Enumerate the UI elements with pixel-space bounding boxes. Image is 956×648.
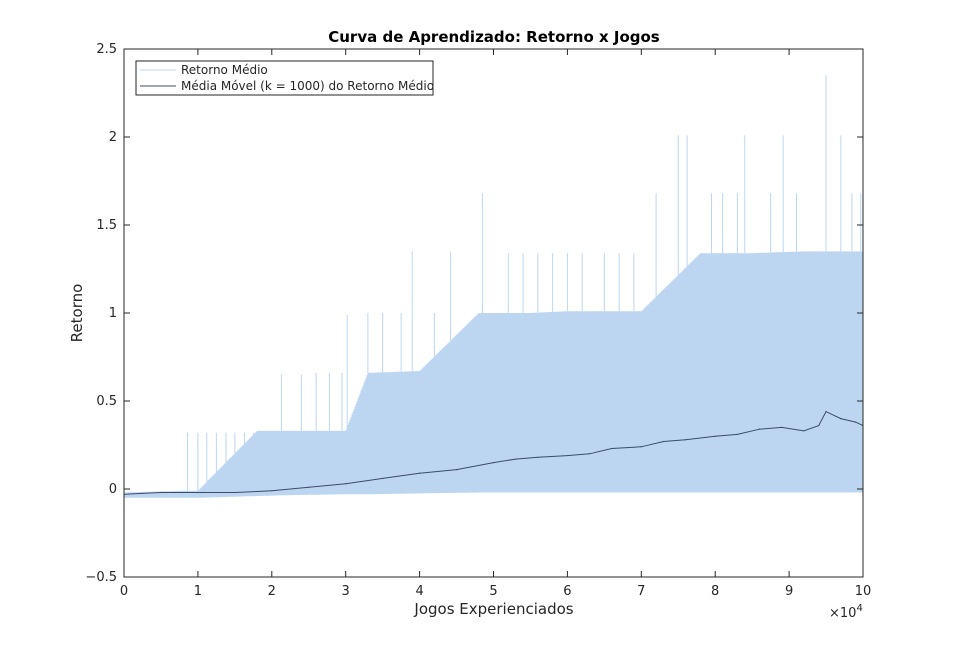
x-tick-label: 0: [120, 584, 128, 599]
series-retorno-medio-band: [124, 251, 863, 498]
media-movel-point: [515, 458, 517, 460]
legend-entry-label: Retorno Médio: [181, 63, 268, 77]
x-tick-label: 1: [194, 584, 202, 599]
media-movel-point: [382, 477, 384, 480]
media-movel-point: [537, 456, 539, 458]
media-movel-point: [781, 426, 783, 428]
chart-title: Curva de Aprendizado: Retorno x Jogos: [328, 28, 660, 46]
media-movel-point: [455, 469, 458, 471]
media-movel-point: [685, 439, 687, 441]
media-movel-point: [758, 428, 761, 430]
y-tick-label: 0.5: [96, 394, 117, 409]
media-movel-point: [611, 447, 613, 450]
x-axis-exponent: ×104: [829, 603, 863, 621]
media-movel-point: [271, 490, 273, 492]
media-movel-point: [855, 421, 857, 423]
media-movel-point: [825, 410, 827, 413]
media-movel-point: [736, 433, 738, 436]
x-tick-label: 2: [268, 584, 276, 599]
media-movel-point: [160, 491, 162, 494]
x-tick-label: 4: [415, 584, 423, 599]
y-axis-label: Retorno: [68, 284, 86, 343]
y-tick-label: 0: [109, 482, 117, 497]
media-movel-point: [566, 454, 569, 457]
x-tick-label: 5: [489, 584, 497, 599]
media-movel-point: [197, 491, 199, 494]
media-movel-point: [818, 425, 820, 427]
x-tick-label: 9: [785, 584, 793, 599]
x-tick-label: 7: [637, 584, 645, 599]
x-tick-label: 3: [342, 584, 350, 599]
y-tick-label: 1: [109, 306, 117, 321]
x-tick-label: 10: [855, 584, 872, 599]
y-tick-label: 2.5: [96, 42, 117, 57]
media-movel-point: [840, 418, 842, 420]
media-movel-point: [234, 491, 236, 494]
y-tick-label: −0.5: [85, 570, 117, 585]
media-movel-point: [588, 453, 591, 455]
axes: 0 1 2 3 4 5 6 7 8 9 10−0.500.511.522.5: [85, 42, 871, 599]
plot-area: [124, 75, 863, 498]
y-tick-label: 2: [109, 130, 117, 145]
media-movel-point: [345, 483, 347, 485]
legend: Retorno Médio Média Móvel (k = 1000) do R…: [135, 60, 434, 96]
legend-box: [135, 60, 434, 96]
media-movel-point: [419, 472, 421, 474]
media-movel-point: [492, 462, 495, 464]
series-retorno-medio: [124, 75, 863, 498]
media-movel-point: [803, 430, 805, 432]
media-movel-point: [308, 486, 310, 488]
x-axis-exponent-power: 4: [856, 603, 862, 614]
x-axis-label: Jogos Experienciados: [413, 600, 573, 618]
media-movel-point: [640, 446, 642, 448]
x-tick-label: 6: [563, 584, 571, 599]
plot-clip: [124, 75, 863, 498]
legend-entry-label: Média Móvel (k = 1000) do Retorno Médio: [181, 79, 434, 93]
media-movel-point: [714, 435, 716, 437]
x-tick-label: 8: [711, 584, 719, 599]
y-tick-label: 1.5: [96, 218, 117, 233]
media-movel-point: [662, 440, 665, 443]
x-axis-exponent-base: ×10: [829, 606, 856, 621]
